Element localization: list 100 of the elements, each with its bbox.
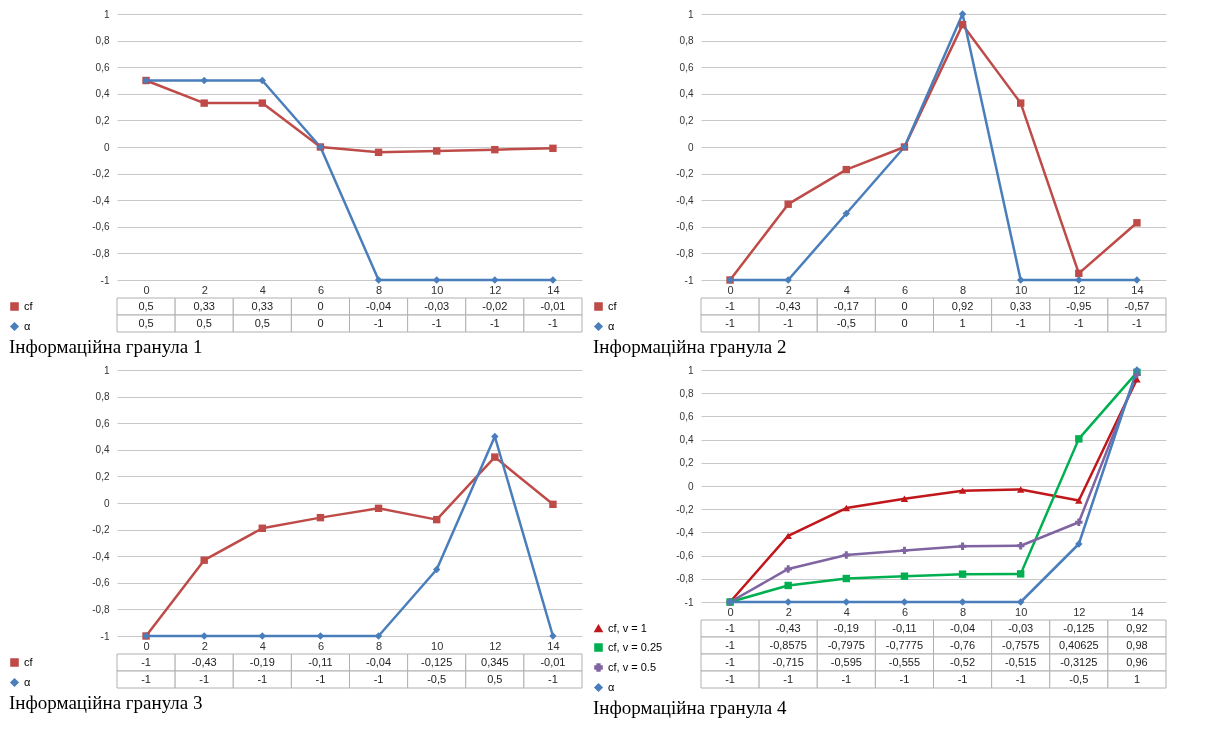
- y-tick-label: 0: [103, 497, 110, 509]
- data-label: -1: [1015, 316, 1026, 329]
- data-label: 0: [317, 316, 324, 329]
- data-label: -0,03: [424, 299, 450, 312]
- x-tick-label: 14: [1131, 283, 1144, 296]
- x-tick-label: 10: [431, 283, 444, 296]
- data-label: 0,98: [1126, 638, 1148, 651]
- data-label: -1: [725, 316, 735, 329]
- data-label: 0,33: [251, 299, 274, 312]
- y-tick-label: 0,4: [679, 434, 694, 446]
- legend-label: α: [608, 680, 615, 693]
- data-label: -0,01: [540, 655, 566, 668]
- data-label: -1: [199, 672, 210, 685]
- data-label: -1: [373, 316, 384, 329]
- y-tick-label: 1: [103, 8, 110, 20]
- y-tick-label: -0,4: [92, 550, 110, 562]
- y-tick-label: 0,6: [95, 61, 110, 73]
- x-tick-label: 8: [960, 283, 967, 296]
- data-label: -0,125: [1063, 621, 1095, 634]
- data-label: -1: [899, 672, 910, 685]
- y-tick-label: -0,2: [676, 503, 694, 515]
- data-label: 0,92: [951, 299, 974, 312]
- data-label: 0,5: [254, 316, 270, 329]
- data-label: 0: [901, 316, 908, 329]
- y-tick-label: 0,4: [95, 444, 110, 456]
- y-tick-label: -0,4: [92, 194, 110, 206]
- data-label: -0,125: [421, 655, 453, 668]
- data-label: 1: [1133, 672, 1140, 685]
- data-label: -0,555: [888, 655, 921, 668]
- y-tick-label: 0,8: [95, 391, 110, 403]
- data-label: 0,345: [481, 655, 509, 668]
- data-label: -1: [725, 638, 735, 651]
- data-label: -1: [431, 316, 442, 329]
- data-label: -0,19: [833, 621, 859, 634]
- y-tick-label: 0: [687, 141, 694, 153]
- x-tick-label: 12: [489, 639, 502, 652]
- x-tick-label: 2: [201, 283, 208, 296]
- data-label: 0,5: [196, 316, 212, 329]
- data-label: 0: [317, 299, 324, 312]
- x-tick-label: 4: [259, 639, 266, 652]
- x-tick-label: 4: [259, 283, 266, 296]
- y-tick-label: -1: [684, 596, 694, 608]
- data-label: 1: [959, 316, 966, 329]
- data-label: -1: [725, 655, 735, 668]
- data-label: -1: [1015, 672, 1026, 685]
- x-tick-label: 8: [960, 605, 967, 618]
- data-label: 0,5: [138, 316, 154, 329]
- data-label: -0,11: [892, 621, 917, 634]
- data-label: -0,715: [772, 655, 804, 668]
- data-label: -0,43: [191, 655, 217, 668]
- x-tick-label: 12: [489, 283, 502, 296]
- x-tick-label: 14: [547, 639, 560, 652]
- x-tick-label: 10: [1015, 605, 1028, 618]
- data-label: -0,01: [540, 299, 566, 312]
- y-tick-label: 0,8: [679, 35, 694, 47]
- data-label: -1: [783, 672, 794, 685]
- legend-label: α: [24, 319, 31, 332]
- y-tick-label: -0,2: [92, 168, 110, 180]
- x-tick-label: 6: [901, 283, 908, 296]
- data-label: -1: [373, 672, 384, 685]
- data-label: -0,5: [427, 672, 447, 685]
- x-tick-label: 4: [843, 605, 850, 618]
- data-label: -1: [725, 621, 735, 634]
- x-tick-label: 10: [431, 639, 444, 652]
- data-label: -0,19: [249, 655, 275, 668]
- data-label: -0,515: [1005, 655, 1037, 668]
- data-label: 0,92: [1126, 621, 1148, 634]
- data-label: -1: [841, 672, 852, 685]
- y-tick-label: -0,6: [92, 577, 110, 589]
- x-tick-label: 8: [376, 639, 383, 652]
- data-label: -0,43: [775, 299, 801, 312]
- x-tick-label: 10: [1015, 283, 1028, 296]
- data-label: -0,5: [836, 316, 856, 329]
- data-label: 0,33: [193, 299, 215, 312]
- data-label: -1: [725, 299, 735, 312]
- data-label: -1: [783, 316, 794, 329]
- y-tick-label: 0,2: [679, 457, 694, 469]
- y-tick-label: -0,2: [676, 168, 694, 180]
- data-label: -1: [1073, 316, 1084, 329]
- y-tick-label: -1: [100, 274, 110, 286]
- data-label: -0,7575: [1002, 638, 1040, 651]
- y-tick-label: 0,4: [95, 88, 110, 100]
- data-label: -0,5: [1069, 672, 1089, 685]
- x-tick-label: 0: [143, 639, 150, 652]
- y-tick-label: -0,6: [676, 550, 694, 562]
- data-label: -1: [957, 672, 968, 685]
- y-tick-label: -1: [684, 274, 694, 286]
- y-tick-label: -1: [100, 630, 110, 642]
- data-label: -0,3125: [1060, 655, 1098, 668]
- y-tick-label: -0,2: [92, 524, 110, 536]
- x-tick-label: 2: [785, 605, 792, 618]
- y-tick-label: 0,6: [679, 61, 694, 73]
- x-tick-label: 6: [901, 605, 908, 618]
- y-tick-label: 0: [687, 480, 694, 492]
- text: Інформаційна гранула 3: [9, 692, 203, 713]
- data-label: -1: [548, 672, 558, 685]
- data-label: -0,8575: [769, 638, 807, 651]
- data-label: -0,11: [308, 655, 333, 668]
- data-label: -0,03: [1008, 621, 1034, 634]
- data-label: -0,02: [482, 299, 508, 312]
